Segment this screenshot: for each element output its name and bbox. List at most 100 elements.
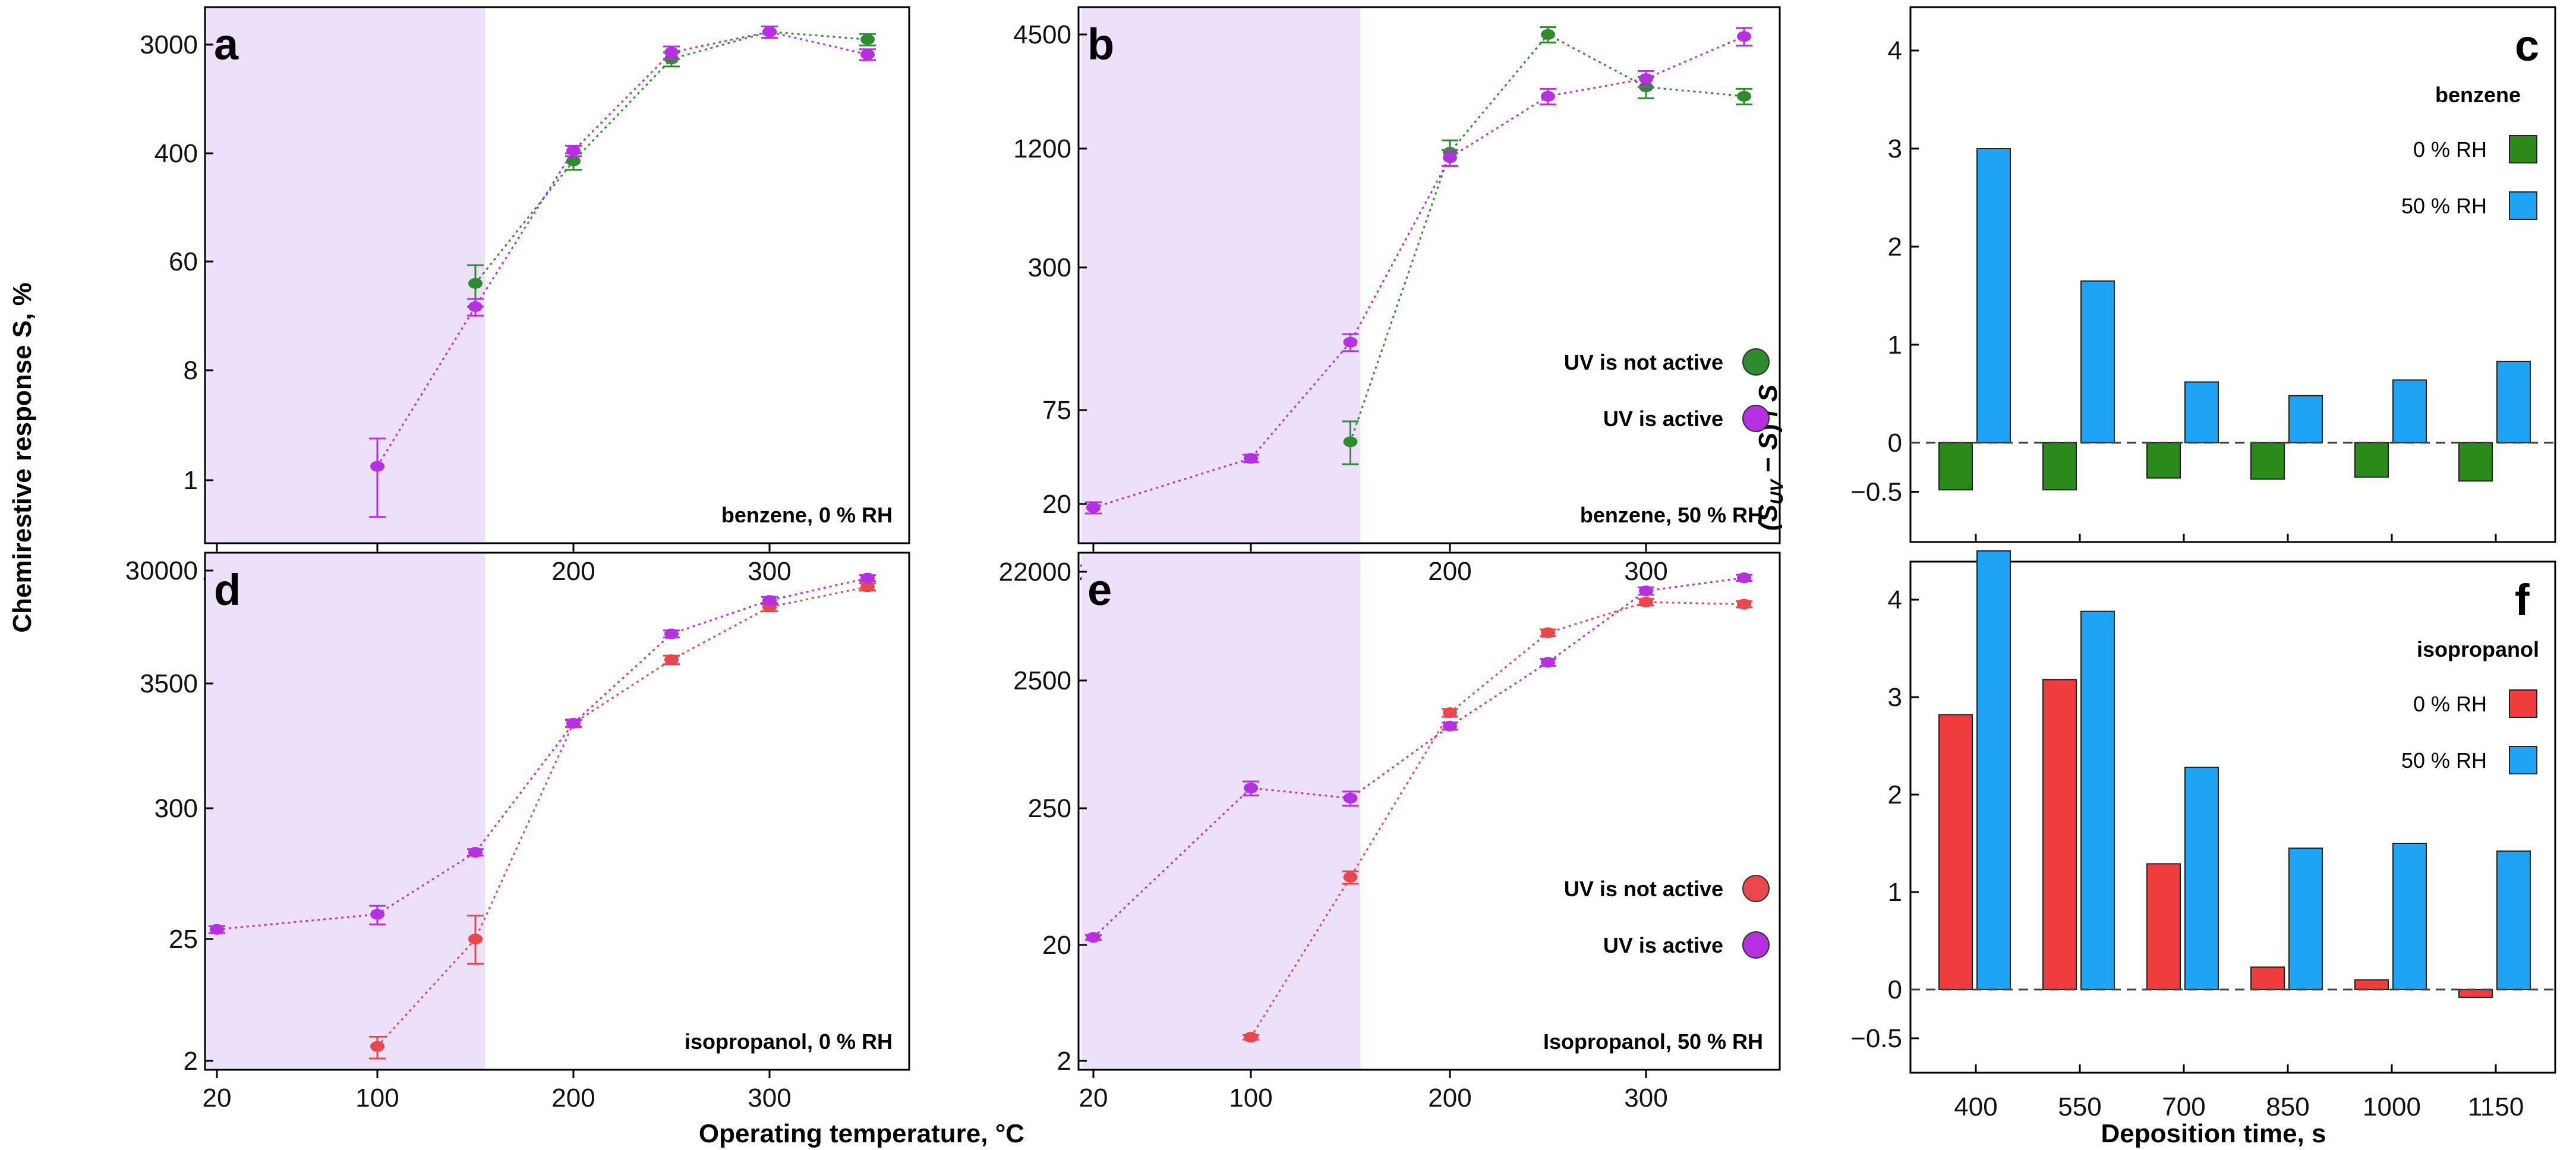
data-point: [370, 909, 384, 920]
plot-frame: [1909, 6, 2556, 543]
x-tick-label: 300: [748, 557, 791, 586]
data-point: [664, 654, 679, 666]
data-point: [468, 847, 483, 858]
y-tick-label: −0.5: [1850, 1024, 1902, 1053]
y-tick-label: 22000: [999, 557, 1071, 587]
bar: [2496, 850, 2531, 990]
x-tick-label: 400: [1954, 1092, 1997, 1121]
y-tick-label: 25: [169, 925, 198, 954]
y-tick-label: 0: [1888, 975, 1902, 1004]
series-rh-50: [1976, 550, 2531, 991]
data-point: [1541, 29, 1555, 40]
data-point: [1343, 336, 1358, 348]
data-point: [1244, 782, 1258, 793]
data-point: [468, 301, 483, 312]
panel-c: −0.5 0 1 2 3 4 c benzene 0 % RH 50 % RH: [1850, 6, 2556, 543]
y-tick-label: 8: [184, 356, 198, 385]
series-rh-0: [1938, 679, 2493, 998]
panel-annotation: isopropanol, 0 % RH: [685, 1029, 893, 1054]
bar: [2288, 847, 2323, 990]
bar: [2184, 767, 2219, 990]
uv-active-region: [1082, 554, 1361, 1069]
x-tick-label: 200: [551, 557, 595, 586]
panel-f: −0.5 0 1 2 3 4 f isopropanol 0 % RH 50 % RH 400 550…: [1850, 550, 2556, 1121]
y-tick-label: 300: [1028, 253, 1071, 282]
data-point: [860, 49, 875, 60]
y-tick-label: 300: [155, 794, 198, 823]
x-tick-label: 200: [1428, 1083, 1471, 1113]
panel-b: 20753001200450020100200300bbenzene, 50 %…: [1013, 6, 1781, 586]
bar: [2392, 379, 2427, 444]
data-point: [1639, 73, 1653, 84]
legend-label-active: UV is active: [1603, 933, 1723, 957]
x-tick-label: 850: [2266, 1092, 2309, 1121]
panel-e: 2 20 250 2500 22000 20 100 200 300 e Isopropanol, …: [999, 552, 1781, 1113]
y-tick-label: 2: [1888, 232, 1902, 261]
legend-label: 50 % RH: [2401, 194, 2487, 218]
data-point: [1343, 871, 1358, 883]
plot-frame: [1909, 560, 2556, 1074]
x-tick-label: 20: [203, 1083, 232, 1113]
data-point: [1443, 152, 1457, 163]
series-uv-not-active: [467, 25, 876, 308]
bar: [2042, 442, 2077, 491]
y-tick-label: 75: [1042, 396, 1071, 425]
y-tick-label: 2: [1057, 1047, 1071, 1076]
series-rh-50: [1976, 148, 2531, 444]
panel-label: b: [1087, 20, 1114, 69]
uv-active-region: [1082, 8, 1361, 542]
bar: [2354, 979, 2389, 990]
data-point: [370, 461, 384, 472]
plot-frame: [204, 6, 910, 544]
data-point: [860, 572, 875, 584]
plot-frame: [1077, 6, 1781, 544]
data-point: [762, 26, 777, 37]
data-point: [370, 1041, 384, 1052]
legend-marker-active: [1742, 931, 1770, 959]
data-point: [1443, 707, 1457, 719]
panel-label: a: [214, 20, 239, 69]
data-point: [210, 924, 224, 935]
bar: [2080, 280, 2115, 443]
y-tick-label: 1: [1888, 330, 1902, 360]
panel-annotation: Isopropanol, 50 % RH: [1543, 1029, 1763, 1054]
uv-active-region: [205, 8, 485, 542]
y-tick-label: 400: [155, 139, 198, 168]
series-uv-active: [1085, 572, 1752, 943]
data-point: [1639, 585, 1653, 597]
legend-label: 0 % RH: [2413, 137, 2487, 162]
bar: [2250, 966, 2285, 991]
data-point: [566, 145, 581, 156]
panel-d: 2 25 300 3500 30000 20 100 200 300 d isopropanol, …: [125, 552, 910, 1113]
panel-a: 1860400300020100200300abenzene, 0 % RH: [140, 6, 910, 586]
data-point: [566, 717, 581, 729]
panel-label: d: [214, 565, 241, 615]
x-tick-label: 300: [1624, 557, 1667, 586]
y-tick-label: 3500: [140, 669, 198, 698]
data-point: [1541, 657, 1555, 668]
y-tick-label: 250: [1028, 794, 1071, 823]
y-tick-label: 1200: [1013, 134, 1071, 163]
y-tick-label: 3: [1888, 683, 1902, 712]
data-point: [1639, 597, 1653, 608]
y-tick-label: 2: [1888, 780, 1902, 809]
y-tick-label: 1: [1888, 878, 1902, 907]
x-tick-label: 200: [1428, 557, 1471, 586]
y-tick-label: 2500: [1013, 666, 1071, 695]
series-uv-active: [1085, 27, 1752, 515]
series-line: [1250, 601, 1745, 1038]
legend-title: isopropanol: [2417, 637, 2539, 661]
x-tick-label: 100: [1229, 1083, 1272, 1113]
panel-annotation: benzene, 0 % RH: [721, 503, 893, 527]
bar: [2042, 679, 2077, 990]
bar: [2496, 361, 2531, 443]
series-uv-active: [209, 572, 876, 935]
y-tick-label: 3000: [140, 30, 198, 59]
y-tick-label: 20: [1042, 931, 1071, 960]
data-point: [1343, 792, 1358, 804]
y-tick-label: 4: [1888, 585, 1902, 615]
x-tick-label: 300: [748, 1083, 791, 1113]
legend-label: 50 % RH: [2401, 748, 2487, 773]
bar: [1976, 148, 2011, 443]
